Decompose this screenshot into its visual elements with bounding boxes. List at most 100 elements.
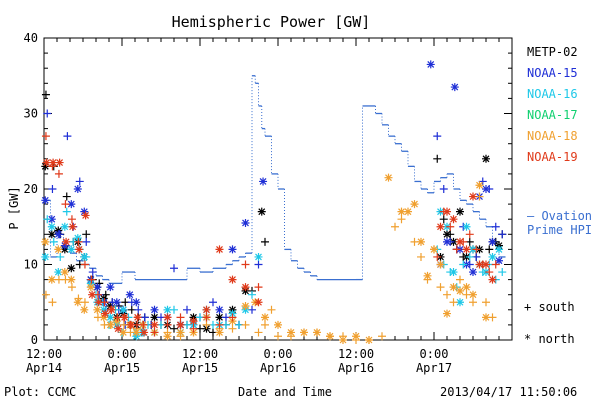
north-point	[47, 215, 56, 224]
south-point	[433, 252, 442, 261]
north-point	[384, 173, 393, 182]
south-point	[482, 298, 490, 307]
y-axis-label: P [GW]	[7, 186, 21, 229]
north-point	[67, 275, 76, 284]
x-tick-date: Apr16	[338, 361, 374, 375]
south-point	[61, 200, 70, 209]
south-point	[485, 245, 494, 254]
north-point	[119, 305, 128, 314]
north-point	[469, 192, 477, 201]
y-tick-label: 30	[24, 107, 38, 121]
north-point	[257, 207, 266, 216]
south-point	[170, 324, 178, 333]
north-point	[101, 309, 110, 318]
north-point	[132, 298, 141, 307]
south-point	[378, 332, 386, 341]
north-point	[150, 313, 159, 322]
north-point	[67, 200, 76, 209]
south-point	[465, 230, 474, 239]
south-point	[54, 169, 63, 178]
south-point	[228, 313, 237, 322]
south-point	[267, 305, 276, 314]
north-point	[112, 317, 121, 326]
north-point	[62, 237, 71, 246]
satellite-points	[41, 60, 507, 344]
south-point	[82, 237, 91, 246]
footer-right: 2013/04/17 11:50:06	[440, 385, 577, 399]
north-point	[410, 200, 419, 209]
north-point	[93, 283, 102, 292]
legend-north: * north	[524, 332, 575, 346]
legend: METP-02 NOAA-15 NOAA-16 NOAA-17 NOAA-18 NOAA-…	[524, 45, 592, 346]
x-tick-time: 12:00	[338, 347, 374, 361]
north-point	[133, 313, 142, 322]
north-point	[300, 328, 308, 337]
south-point	[88, 268, 97, 277]
north-point	[202, 305, 211, 314]
north-point	[163, 305, 172, 314]
north-point	[475, 181, 484, 190]
north-point	[228, 275, 237, 284]
south-point	[498, 268, 507, 277]
south-point	[134, 305, 143, 314]
south-point	[67, 283, 76, 292]
south-point	[417, 252, 425, 261]
legend-entry: NOAA-15	[527, 66, 578, 80]
south-point	[48, 298, 57, 307]
x-tick-date: Apr14	[26, 361, 62, 375]
north-point	[215, 313, 224, 322]
north-point	[462, 222, 471, 231]
south-point	[202, 313, 211, 322]
south-point	[80, 260, 89, 269]
north-point	[49, 158, 58, 167]
y-tick-label: 0	[31, 333, 38, 347]
y-tick-label: 40	[24, 31, 38, 45]
south-point	[43, 109, 52, 118]
south-point	[452, 245, 461, 254]
south-point	[491, 222, 500, 231]
north-point	[261, 313, 269, 322]
north-point	[107, 305, 116, 314]
north-point	[456, 298, 464, 307]
north-point	[313, 328, 321, 337]
south-point	[241, 320, 250, 329]
north-point	[254, 298, 263, 307]
north-point	[54, 230, 63, 239]
north-point	[80, 207, 89, 216]
south-point	[75, 177, 84, 186]
legend-ovation-line1: — Ovation	[527, 209, 592, 223]
north-point	[241, 218, 250, 227]
north-point	[450, 83, 459, 92]
south-point	[391, 222, 399, 231]
north-point	[80, 305, 89, 314]
north-point	[73, 298, 82, 307]
legend-south: + south	[524, 300, 575, 314]
south-point	[80, 298, 89, 307]
north-point	[140, 328, 149, 337]
x-tick-time: 12:00	[26, 347, 62, 361]
north-point	[456, 207, 464, 216]
south-point	[150, 328, 159, 337]
north-point	[436, 222, 445, 231]
north-point	[94, 298, 103, 307]
north-point	[228, 245, 237, 254]
north-point	[488, 275, 497, 284]
south-point	[459, 260, 468, 269]
south-point	[67, 215, 76, 224]
south-point	[63, 132, 72, 141]
south-point	[183, 305, 191, 314]
south-point	[228, 324, 237, 333]
north-point	[215, 328, 224, 337]
south-point	[436, 283, 445, 292]
north-point	[106, 313, 115, 322]
north-point	[68, 222, 77, 231]
north-point	[119, 328, 128, 337]
south-point	[261, 320, 269, 329]
north-point	[80, 252, 89, 261]
north-point	[482, 313, 490, 322]
y-tick-label: 20	[24, 182, 38, 196]
south-point	[439, 215, 448, 224]
north-point	[417, 237, 425, 246]
north-point	[215, 305, 224, 314]
south-point	[254, 328, 263, 337]
